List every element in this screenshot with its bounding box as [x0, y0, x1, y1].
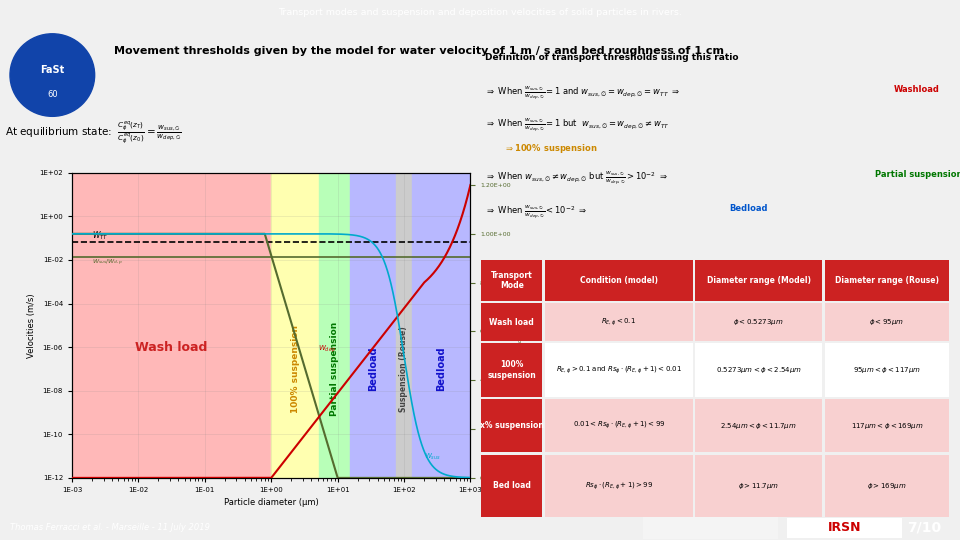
- Bar: [695, 455, 822, 517]
- Text: 60: 60: [47, 90, 58, 99]
- Bar: [319, 173, 349, 478]
- Text: $\phi > 11.7\mu m$: $\phi > 11.7\mu m$: [738, 481, 780, 491]
- Bar: [481, 399, 542, 453]
- Bar: [412, 173, 470, 478]
- Text: Definition of transport thresholds using this ratio: Definition of transport thresholds using…: [485, 53, 738, 62]
- Text: Partial suspension: Partial suspension: [876, 170, 960, 179]
- Bar: [825, 260, 949, 301]
- Text: Suspension (Rouse): Suspension (Rouse): [399, 326, 409, 412]
- Text: Movement thresholds given by the model for water velocity of 1 m / s and bed rou: Movement thresholds given by the model f…: [114, 46, 724, 56]
- Text: Condition (model): Condition (model): [580, 276, 658, 285]
- Text: Diameter range (Rouse): Diameter range (Rouse): [835, 276, 939, 285]
- Bar: [271, 173, 319, 478]
- Text: $W_{sus}$: $W_{sus}$: [424, 451, 441, 462]
- Bar: [545, 455, 692, 517]
- Text: $W_{TT}$: $W_{TT}$: [92, 230, 108, 242]
- Bar: [695, 399, 822, 453]
- Text: $\Rightarrow$ When $\frac{w_{sus,\emptyset}}{w_{dep,\emptyset}} = 1$ but  $w_{su: $\Rightarrow$ When $\frac{w_{sus,\emptys…: [485, 117, 670, 134]
- Bar: [545, 260, 692, 301]
- Text: x% suspension: x% suspension: [480, 421, 543, 430]
- Text: $R_{E,\phi} < 0.1$: $R_{E,\phi} < 0.1$: [601, 316, 636, 328]
- Text: $2.54\mu m < \phi < 11.7\mu m$: $2.54\mu m < \phi < 11.7\mu m$: [720, 421, 797, 431]
- Text: At equilibrium state:  $\frac{C_\phi^{eq}(z_T)}{C_\phi^{eq}(z_0)} = \frac{w_{sus: At equilibrium state: $\frac{C_\phi^{eq}…: [5, 119, 181, 146]
- Bar: [545, 303, 692, 341]
- Text: $\phi > 169\mu m$: $\phi > 169\mu m$: [867, 481, 906, 491]
- Text: $117\mu m < \phi < 169\mu m$: $117\mu m < \phi < 169\mu m$: [851, 421, 924, 431]
- Text: FaSt: FaSt: [40, 65, 64, 75]
- Y-axis label: Velocities (m/s): Velocities (m/s): [28, 293, 36, 357]
- Bar: [349, 173, 396, 478]
- Text: 100%
suspension: 100% suspension: [488, 360, 536, 380]
- Bar: [481, 343, 542, 396]
- Text: $\Rightarrow$ When $\frac{w_{sus,\emptyset}}{w_{dep,\emptyset}} = 1$ and $w_{sus: $\Rightarrow$ When $\frac{w_{sus,\emptys…: [485, 85, 682, 102]
- Bar: [481, 260, 542, 301]
- Y-axis label: $W_{sus,\emptyset}/W_{dep,\emptyset}$: $W_{sus,\emptyset}/W_{dep,\emptyset}$: [514, 301, 524, 350]
- Text: Transport modes and suspension and deposition velocities of solid particles in r: Transport modes and suspension and depos…: [278, 8, 682, 17]
- Text: $\phi < 0.5273\mu m$: $\phi < 0.5273\mu m$: [733, 317, 784, 327]
- Text: Bedload: Bedload: [730, 204, 768, 213]
- Text: Wash load: Wash load: [490, 318, 534, 327]
- Text: Wash load: Wash load: [135, 341, 207, 354]
- Text: $W_{sus}/W_{d,p}$: $W_{sus}/W_{d,p}$: [92, 258, 124, 268]
- Text: $\Rightarrow$ When $w_{sus,\emptyset} \neq w_{dep,\emptyset}$ but $\frac{w_{sus,: $\Rightarrow$ When $w_{sus,\emptyset} \n…: [485, 170, 669, 187]
- Bar: [695, 303, 822, 341]
- Text: Partial suspension: Partial suspension: [330, 322, 339, 416]
- Bar: [396, 173, 412, 478]
- Bar: [545, 399, 692, 453]
- Text: Bedload: Bedload: [436, 347, 446, 392]
- Text: 7/10: 7/10: [906, 521, 941, 535]
- Bar: [695, 260, 822, 301]
- Text: $\Rightarrow$ When $\frac{w_{sus,\emptyset}}{w_{dep,\emptyset}} < 10^{-2}$ $\Rig: $\Rightarrow$ When $\frac{w_{sus,\emptys…: [485, 204, 588, 221]
- Bar: [695, 343, 822, 396]
- Text: Washload: Washload: [894, 85, 940, 94]
- Text: Bed load: Bed load: [492, 482, 531, 490]
- Text: $R_{E,\phi} > 0.1$ and $Rs_\phi \cdot (R_{E,\phi}+1) < 0.01$: $R_{E,\phi} > 0.1$ and $Rs_\phi \cdot (R…: [556, 364, 682, 376]
- Text: $95\mu m < \phi < 117\mu m$: $95\mu m < \phi < 117\mu m$: [852, 365, 921, 375]
- Text: IRSN: IRSN: [828, 521, 861, 535]
- Bar: [545, 343, 692, 396]
- Text: Diameter range (Model): Diameter range (Model): [707, 276, 810, 285]
- Text: Bedload: Bedload: [368, 347, 378, 392]
- Text: Thomas Ferracci et al. - Marseille - 11 July 2019: Thomas Ferracci et al. - Marseille - 11 …: [10, 523, 209, 532]
- Bar: [787, 518, 902, 538]
- Bar: [825, 303, 949, 341]
- Text: $0.5273\mu m < \phi < 2.54\mu m$: $0.5273\mu m < \phi < 2.54\mu m$: [716, 365, 802, 375]
- Bar: [72, 173, 271, 478]
- Bar: [481, 455, 542, 517]
- Text: $\Rightarrow$100% suspension: $\Rightarrow$100% suspension: [504, 141, 597, 155]
- Text: 100% suspension: 100% suspension: [291, 325, 300, 413]
- Bar: [825, 343, 949, 396]
- Bar: [643, 517, 778, 539]
- Text: $Rs_\phi \cdot (R_{E,\phi}+1) > 99$: $Rs_\phi \cdot (R_{E,\phi}+1) > 99$: [585, 480, 653, 492]
- Bar: [481, 303, 542, 341]
- Circle shape: [10, 34, 95, 116]
- Text: $W_{dep}$: $W_{dep}$: [318, 343, 336, 355]
- X-axis label: Particle diameter (µm): Particle diameter (µm): [224, 498, 319, 508]
- Bar: [825, 399, 949, 453]
- Text: Transport
Mode: Transport Mode: [491, 271, 533, 291]
- Text: $0.01 < Rs_\phi \cdot (R_{E,\phi}+1) < 99$: $0.01 < Rs_\phi \cdot (R_{E,\phi}+1) < 9…: [572, 420, 665, 431]
- Text: $\phi < 95\mu m$: $\phi < 95\mu m$: [870, 317, 904, 327]
- Bar: [825, 455, 949, 517]
